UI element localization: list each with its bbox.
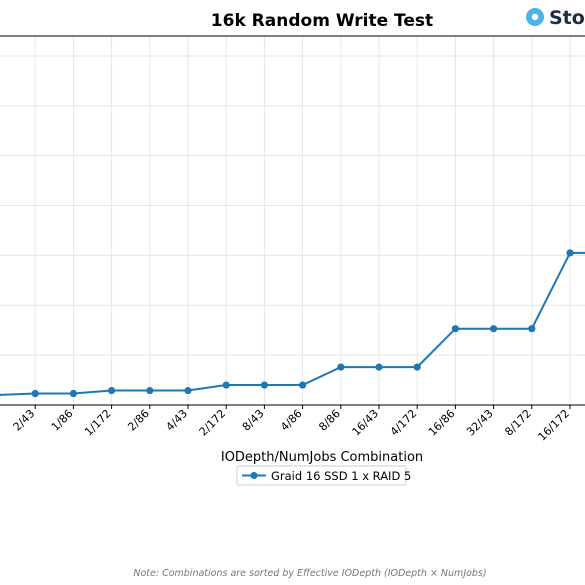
x-tick-label: 1/86 xyxy=(49,407,76,434)
series-line xyxy=(0,251,585,396)
data-point xyxy=(260,381,268,389)
data-point xyxy=(146,386,154,395)
data-point xyxy=(222,381,230,389)
plot-area: 2/43 1/86 1/172 2/86 4/43 2/172 8/43 4/86 8/86 16… xyxy=(0,35,585,444)
data-point xyxy=(413,363,421,371)
data-point xyxy=(0,393,1,398)
footnote: Note: Combinations are sorted by Effecti… xyxy=(133,568,486,579)
x-tick-label: 8/86 xyxy=(316,407,343,434)
data-point xyxy=(375,363,383,371)
data-point xyxy=(451,325,459,333)
brand-logo: Stor xyxy=(526,7,585,29)
legend-marker-icon xyxy=(250,472,258,479)
data-point xyxy=(528,325,536,333)
x-tick-label: 16/86 xyxy=(426,407,458,439)
data-point xyxy=(31,389,39,398)
data-point xyxy=(337,363,345,371)
data-point xyxy=(184,386,192,395)
x-tick-label: 1/172 xyxy=(82,407,114,439)
data-point xyxy=(490,325,498,333)
x-tick-label: 16/172 xyxy=(536,407,573,444)
legend-box xyxy=(236,465,407,486)
x-tick-label: 2/86 xyxy=(125,407,152,434)
x-axis-label: IODepth/NumJobs Combination xyxy=(221,450,423,465)
legend-label: Graid 16 SSD 1 x RAID 5 xyxy=(271,469,411,483)
legend: Graid 16 SSD 1 x RAID 5 xyxy=(236,465,411,486)
x-tick-label: 16/43 xyxy=(350,407,382,439)
x-tick-label: 4/172 xyxy=(388,407,420,439)
brand-name: Stor xyxy=(549,7,585,29)
x-tick-label: 8/43 xyxy=(240,407,267,434)
x-tick-label: 4/43 xyxy=(163,407,190,434)
chart-title: 16k Random Write Test xyxy=(211,11,433,31)
x-tick-label: 8/172 xyxy=(502,407,534,439)
data-point xyxy=(299,381,307,389)
x-tick-label: 2/172 xyxy=(197,407,229,439)
data-point xyxy=(108,386,116,395)
data-point xyxy=(69,389,77,398)
x-tick-label: 4/86 xyxy=(278,407,305,434)
logo-icon-dot xyxy=(531,13,539,21)
data-point xyxy=(566,249,574,257)
x-tick-label: 2/43 xyxy=(11,407,38,434)
x-tick-label: 32/43 xyxy=(464,407,496,439)
